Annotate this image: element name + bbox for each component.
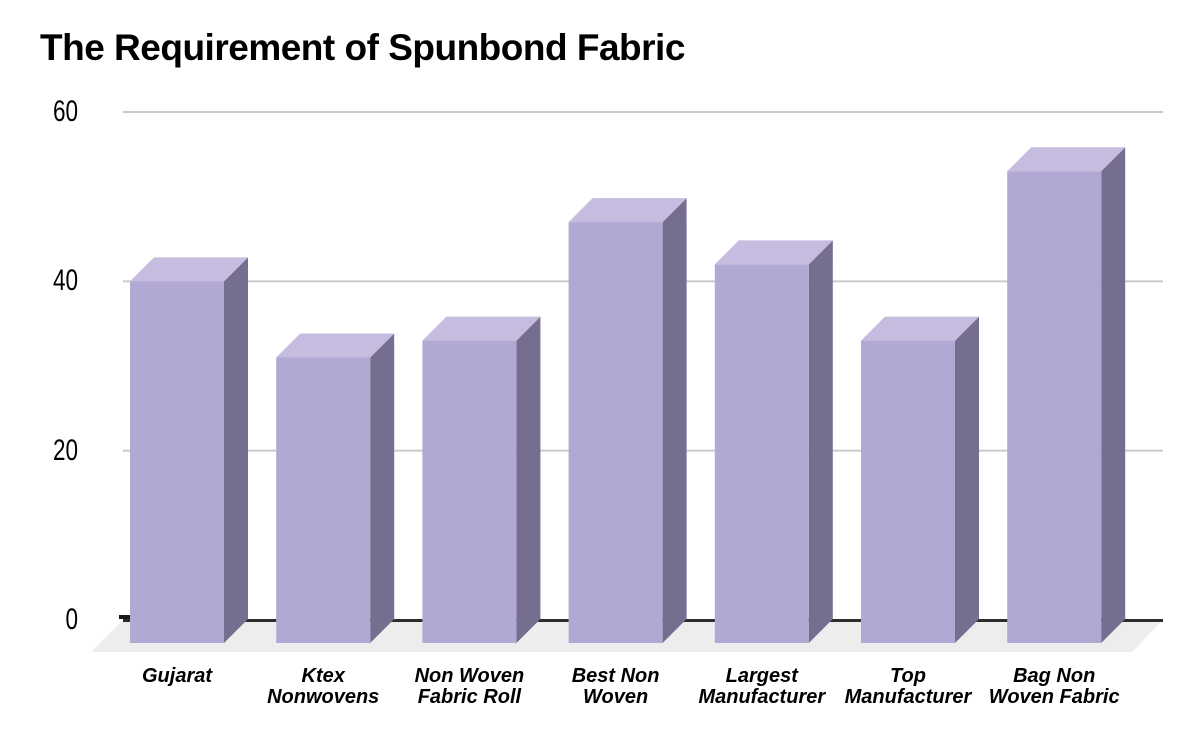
bar-2-top — [422, 316, 541, 341]
y-axis-tick-label: 60 — [52, 95, 78, 128]
bar-5-front — [861, 340, 955, 643]
x-axis-category-label-line: Gujarat — [141, 665, 213, 687]
x-axis-category-label-line: Manufacturer — [698, 685, 826, 708]
x-axis-category-label-line: Woven Fabric — [988, 685, 1120, 708]
x-axis-category-label-line: Best Non — [571, 665, 660, 687]
bar-1-top — [276, 333, 395, 358]
bar-0-front — [130, 281, 224, 643]
x-axis-category-label: Largest Manufacturer — [682, 666, 842, 707]
x-axis-category-label-line: Fabric Roll — [417, 685, 522, 708]
x-axis-category-label: Gujarat — [97, 666, 257, 687]
y-axis-tick-label: 20 — [52, 433, 78, 467]
bar-1-side — [370, 333, 395, 643]
bar-2-side — [516, 316, 541, 643]
bar-4-side — [808, 240, 833, 643]
y-axis-tick-label: 0 — [65, 603, 78, 636]
y-axis-tick-label: 40 — [52, 264, 78, 298]
x-axis-category-label: Non Woven Fabric Roll — [389, 666, 549, 707]
x-axis-category-label: Ktex Nonwovens — [243, 666, 403, 707]
x-axis-category-label-line: Non Woven — [414, 665, 525, 687]
bar-4-front — [714, 264, 809, 643]
x-axis-category-label: Top Manufacturer — [828, 666, 988, 707]
x-axis-category-label-line: Largest — [725, 665, 798, 687]
bar-2-front — [422, 340, 517, 643]
bar-0-side — [224, 257, 248, 643]
bar-1-front — [276, 357, 371, 643]
x-axis-category-label: Best Non Woven — [536, 666, 696, 707]
gridline-60 — [123, 111, 1163, 113]
x-axis-category-label-line: Nonwovens — [267, 685, 380, 708]
bar-3-top — [568, 198, 687, 223]
x-axis-category-label: Bag Non Woven Fabric — [974, 666, 1134, 707]
zero-axis-tick — [119, 615, 132, 619]
x-axis-category-label-line: Top — [890, 665, 926, 687]
bar-0-top — [130, 257, 248, 282]
bar-6-top — [1007, 147, 1126, 172]
bar-5-top — [861, 316, 979, 341]
bar-5-side — [955, 316, 979, 643]
bar-3-side — [662, 198, 687, 644]
x-axis-category-label-line: Ktex — [301, 665, 345, 687]
chart-title: The Requirement of Spunbond Fabric — [40, 27, 685, 68]
bar-3-front — [568, 222, 663, 644]
bar-4-top — [714, 240, 833, 265]
bar-6-side — [1101, 147, 1126, 643]
bar-6-front — [1007, 171, 1102, 643]
x-axis-category-label-line: Manufacturer — [844, 685, 972, 708]
x-axis-category-label-line: Woven — [582, 685, 649, 708]
x-axis-category-label-line: Bag Non — [1013, 665, 1096, 687]
